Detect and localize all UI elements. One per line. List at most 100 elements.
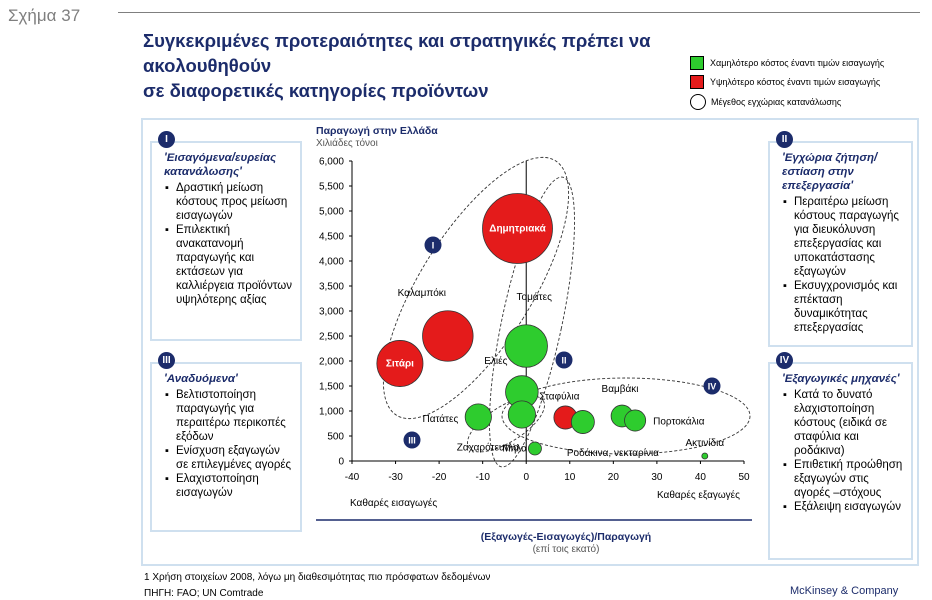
top-rule: [118, 12, 920, 13]
bubble-label: Καλαμπόκι: [398, 287, 446, 299]
x-axis-unit: (επί τοις εκατό): [533, 543, 600, 555]
panel-badge-2: II: [776, 131, 793, 148]
legend-higher-cost-label: Υψηλότερο κόστος έναντι τιμών εισαγωγής: [710, 77, 881, 87]
legend-size: Μέγεθος εγχώριας κατανάλωσης: [690, 94, 841, 110]
quadrant-badge-label: II: [561, 356, 566, 366]
y-axis-title: Παραγωγή στην Ελλάδα: [316, 125, 438, 137]
bubble-label: Ζαχαρότευτλα: [457, 442, 519, 454]
panel-title-2: 'Εγχώρια ζήτηση/ εστίαση στην επεξεργασί…: [782, 152, 878, 192]
panel-badge-1: I: [158, 131, 175, 148]
x-tick-label: -10: [475, 472, 490, 483]
x-tick-label: 40: [695, 472, 707, 483]
bullet-item: Επιλεκτική ανακατανομή παραγωγής και εκτ…: [165, 223, 294, 307]
bubble: [464, 403, 492, 431]
x-tick-label: 50: [738, 472, 750, 483]
panel-title-3: 'Αναδυόμενα': [164, 373, 238, 385]
quadrant-badge: [424, 236, 442, 254]
y-tick-label: 4,000: [319, 257, 344, 268]
quadrant-outline-2: [489, 176, 575, 468]
y-tick-label: 1,500: [319, 382, 344, 393]
y-tick-label: 3,000: [319, 307, 344, 318]
panel-export-engines: IV 'Εξαγωγικές μηχανές' Κατά το δυνατό ε…: [768, 352, 913, 560]
bullet-item: Περαιτέρω μείωση κόστους παραγωγής για δ…: [783, 195, 905, 279]
circle-size-icon: [690, 94, 706, 110]
quadrant-badge: [403, 431, 421, 449]
x-tick-label: 10: [564, 472, 576, 483]
bubble: [482, 193, 553, 264]
quadrant-badge: [555, 351, 573, 369]
footnote: 1 Χρήση στοιχείων 2008, λόγω μη διαθεσιμ…: [144, 572, 491, 583]
bullet-item: Βελτιστοποίηση παραγωγής για περαιτέρω π…: [165, 388, 294, 444]
quadrant-badge-label: I: [432, 241, 435, 251]
bubble-label: Σιτάρι: [386, 359, 414, 370]
quadrant-badge-label: IV: [708, 382, 717, 392]
bubble: [507, 400, 536, 429]
bubble: [570, 410, 595, 434]
y-tick-label: 0: [338, 457, 344, 468]
main-title: Συγκεκριμένες προτεραιότητες και στρατηγ…: [143, 28, 703, 103]
legend-lower-cost: Χαμηλότερο κόστος έναντι τιμών εισαγωγής: [690, 56, 884, 70]
x-tick-label: 30: [651, 472, 663, 483]
figure-label: Σχήμα 37: [8, 6, 81, 25]
y-tick-label: 2,000: [319, 357, 344, 368]
quadrant-outline-1: [382, 156, 570, 420]
bubble-chart: 05001,0001,5002,0002,5003,0003,5004,0004…: [316, 125, 752, 555]
x-tick-label: 0: [523, 472, 529, 483]
legend-lower-cost-label: Χαμηλότερο κόστος έναντι τιμών εισαγωγής: [710, 58, 885, 68]
legend-higher-cost: Υψηλότερο κόστος έναντι τιμών εισαγωγής: [690, 75, 880, 89]
panel-bullets-4: Κατά το δυνατό ελαχιστοποίηση κόστους (ε…: [782, 388, 905, 514]
x-tick-label: -30: [388, 472, 403, 483]
y-tick-label: 500: [327, 432, 344, 443]
x-axis-title: (Εξαγωγές-Εισαγωγές)/Παραγωγή: [481, 531, 651, 543]
bullet-item: Εκσυγχρονισμός και επέκταση δυναμικότητα…: [783, 279, 905, 335]
bubble: [504, 324, 548, 368]
panel-title-4: 'Εξαγωγικές μηχανές': [782, 373, 900, 385]
bubble: [624, 409, 647, 432]
bubble-label: Τομάτες: [517, 291, 553, 303]
y-tick-label: 3,500: [319, 282, 344, 293]
chart-labels: Δημητριακά Καλαμπόκι Σιτάρι Τομάτες Ελιές Πατ…: [386, 224, 724, 460]
bubble-label: Ελιές: [484, 355, 507, 367]
y-tick-label: 4,500: [319, 232, 344, 243]
x-tick-label: -40: [345, 472, 360, 483]
bubble-label: Πορτοκάλια: [653, 416, 705, 428]
y-axis-unit: Χιλιάδες τόνοι: [316, 137, 378, 149]
bullet-item: Κατά το δυνατό ελαχιστοποίηση κόστους (ε…: [783, 388, 905, 458]
panel-badge-3: III: [158, 352, 175, 369]
bubble: [376, 340, 424, 387]
bubble: [701, 452, 709, 460]
quadrant-outline-4: [501, 377, 751, 455]
y-tick-label: 5,500: [319, 182, 344, 193]
y-tick-label: 1,000: [319, 407, 344, 418]
quadrant-outlines: [382, 156, 751, 468]
x-tick-label: -20: [432, 472, 447, 483]
bullet-item: Δραστική μείωση κόστους προς μείωση εισα…: [165, 181, 294, 223]
bubble-label: Μήλα: [502, 443, 527, 455]
title-line-2: σε διαφορετικές κατηγορίες προϊόντων: [143, 80, 489, 101]
source-note: ΠΗΓΗ: FAO; UN Comtrade: [144, 588, 264, 599]
outer-frame: [141, 118, 919, 566]
panel-bullets-2: Περαιτέρω μείωση κόστους παραγωγής για δ…: [782, 195, 905, 335]
bubble: [528, 441, 542, 456]
y-tick-label: 2,500: [319, 332, 344, 343]
panel-domestic-demand: II 'Εγχώρια ζήτηση/ εστίαση στην επεξεργ…: [768, 131, 913, 347]
legend-size-label: Μέγεθος εγχώριας κατανάλωσης: [711, 97, 842, 107]
y-tick-label: 6,000: [319, 157, 344, 168]
bubble-label: Σταφύλια: [539, 391, 579, 403]
bullet-item: Εξάλειψη εισαγωγών: [783, 500, 905, 514]
panel-bullets-1: Δραστική μείωση κόστους προς μείωση εισα…: [164, 181, 294, 307]
bubble: [422, 310, 474, 362]
quadrant-badge: [703, 377, 721, 395]
quadrant-badge-label: III: [408, 436, 416, 446]
panel-emerging: III 'Αναδυόμενα' Βελτιστοποίηση παραγωγή…: [150, 352, 302, 532]
x-right-note: Καθαρές εξαγωγές: [657, 489, 740, 501]
y-tick-label: 5,000: [319, 207, 344, 218]
panel-bullets-3: Βελτιστοποίηση παραγωγής για περαιτέρω π…: [164, 388, 294, 500]
red-swatch-icon: [690, 75, 704, 89]
bullet-item: Ελαχιστοποίηση εισαγωγών: [165, 472, 294, 500]
panel-imported: I 'Εισαγόμενα/ευρείας κατανάλωσης' Δραστ…: [150, 131, 302, 341]
bubble-label: Ροδάκινα, νεκταρίνια: [567, 447, 659, 459]
bubble-label: Δημητριακά: [489, 224, 546, 235]
chart-bubbles: [376, 193, 709, 460]
title-line-1: Συγκεκριμένες προτεραιότητες και στρατηγ…: [143, 30, 651, 76]
